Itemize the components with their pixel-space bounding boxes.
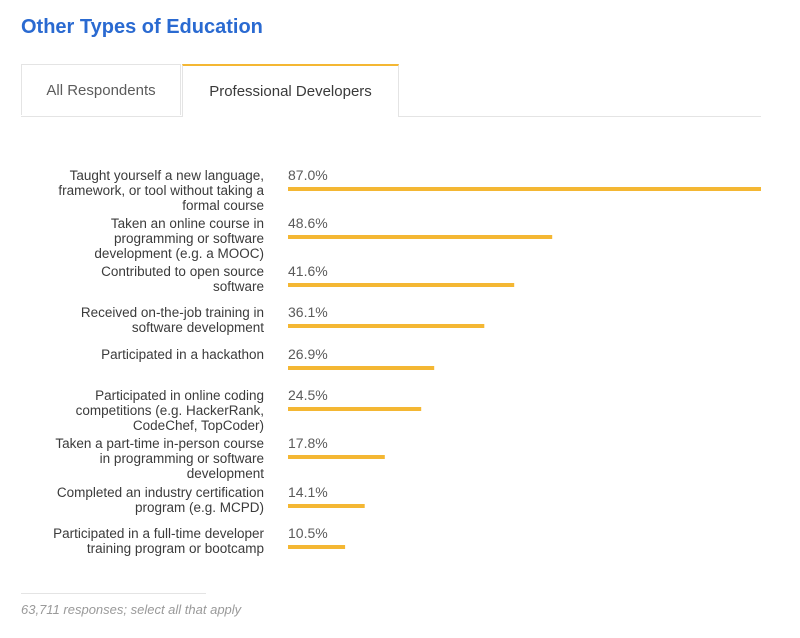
- category-label: Taken an online course in: [111, 216, 264, 231]
- category-label: CodeChef, TopCoder): [133, 418, 264, 433]
- page-title: Other Types of Education: [21, 16, 263, 38]
- tab-professional-developers[interactable]: Professional Developers: [182, 64, 399, 117]
- value-label: 41.6%: [288, 263, 328, 279]
- bar-row: Received on-the-job training insoftware …: [81, 304, 485, 335]
- category-label: competitions (e.g. HackerRank,: [76, 403, 264, 418]
- category-label: Participated in online coding: [95, 388, 264, 403]
- bar: [288, 366, 435, 370]
- category-label: software development: [132, 320, 264, 335]
- category-label: Participated in a full-time developer: [53, 526, 264, 541]
- bar-row: Participated in a hackathon 26.9%: [101, 346, 435, 370]
- category-label: Completed an industry certification: [57, 485, 264, 500]
- value-label: 14.1%: [288, 484, 328, 500]
- bar-row: Taught yourself a new language,framework…: [58, 167, 761, 213]
- bar-row: Completed an industry certificationprogr…: [57, 484, 365, 515]
- value-label: 48.6%: [288, 215, 328, 231]
- tab-all-respondents[interactable]: All Respondents: [21, 64, 181, 115]
- value-label: 17.8%: [288, 435, 328, 451]
- footnote-divider: [21, 593, 206, 594]
- bar-chart: Taught yourself a new language,framework…: [53, 167, 761, 556]
- bar: [288, 504, 365, 508]
- value-label: 87.0%: [288, 167, 328, 183]
- tab-bar: All Respondents Professional Developers: [21, 64, 761, 117]
- bar: [288, 187, 761, 191]
- category-label: programming or software: [114, 231, 264, 246]
- category-label: program (e.g. MCPD): [135, 500, 264, 515]
- footnote: 63,711 responses; select all that apply: [21, 602, 242, 617]
- bar: [288, 235, 553, 239]
- category-label: Taken a part-time in-person course: [55, 436, 264, 451]
- bar-row: Participated in online codingcompetition…: [76, 387, 422, 433]
- category-label: development: [187, 466, 265, 481]
- value-label: 10.5%: [288, 525, 328, 541]
- bar: [288, 455, 385, 459]
- category-label: development (e.g. a MOOC): [94, 246, 264, 261]
- category-label: Received on-the-job training in: [81, 305, 264, 320]
- value-label: 24.5%: [288, 387, 328, 403]
- category-label: Contributed to open source: [101, 264, 264, 279]
- category-label: in programming or software: [100, 451, 264, 466]
- category-label: training program or bootcamp: [87, 541, 264, 556]
- category-label: Taught yourself a new language,: [70, 168, 264, 183]
- category-label: framework, or tool without taking a: [58, 183, 264, 198]
- bar-row: Participated in a full-time developertra…: [53, 525, 346, 556]
- category-label: software: [213, 279, 264, 294]
- value-label: 36.1%: [288, 304, 328, 320]
- value-label: 26.9%: [288, 346, 328, 362]
- bar: [288, 324, 485, 328]
- bar: [288, 545, 346, 549]
- category-label: formal course: [182, 198, 264, 213]
- bar: [288, 407, 422, 411]
- category-label: Participated in a hackathon: [101, 347, 264, 362]
- bar: [288, 283, 515, 287]
